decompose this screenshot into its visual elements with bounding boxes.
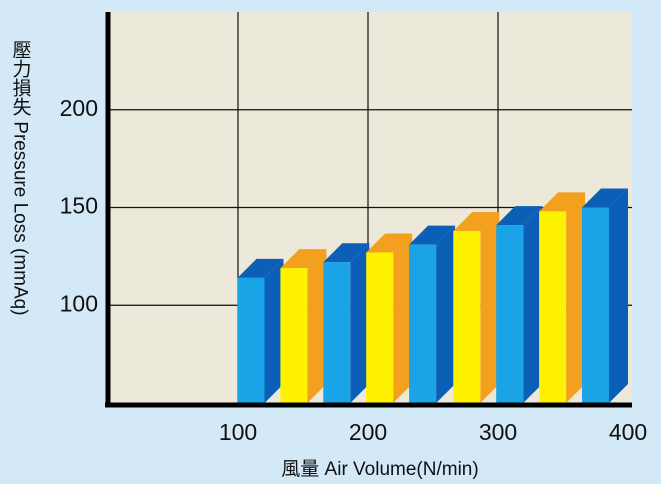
bar <box>539 211 567 403</box>
bar-top <box>280 249 327 269</box>
bar <box>280 268 308 403</box>
y-tick-label: 100 <box>60 290 98 316</box>
x-tick-label: 200 <box>349 419 387 445</box>
x-tick-label: 300 <box>479 419 517 445</box>
bar-side <box>307 249 327 403</box>
bar-side <box>436 225 456 403</box>
bar-top <box>409 225 456 245</box>
y-axis-label: 壓力損失 Pressure Loss (mmAq) <box>10 40 32 316</box>
bar <box>582 207 609 403</box>
bar-side <box>264 258 284 403</box>
x-tick-label: 100 <box>219 419 257 445</box>
y-tick-label: 150 <box>60 193 98 219</box>
x-tick-label: 400 <box>609 419 647 445</box>
y-tick-label: 200 <box>60 95 98 121</box>
bar <box>453 230 481 403</box>
bar-side <box>480 211 500 403</box>
bar-top <box>237 258 284 278</box>
bar-top <box>496 206 543 226</box>
bar-side <box>609 188 628 403</box>
bar-side <box>350 243 370 403</box>
bar <box>366 252 394 403</box>
x-axis-label: 風量 Air Volume(N/min) <box>281 459 478 480</box>
bar <box>496 225 524 403</box>
bar-top <box>453 211 500 231</box>
bar-top <box>582 188 628 208</box>
bar <box>409 244 437 403</box>
bar-top <box>539 192 586 212</box>
bar <box>237 277 265 403</box>
bar-top <box>323 243 370 263</box>
bar-side <box>393 233 413 403</box>
bar <box>323 262 351 403</box>
bar-top <box>366 233 413 253</box>
bar-side <box>523 206 543 403</box>
bar-side <box>566 192 586 403</box>
